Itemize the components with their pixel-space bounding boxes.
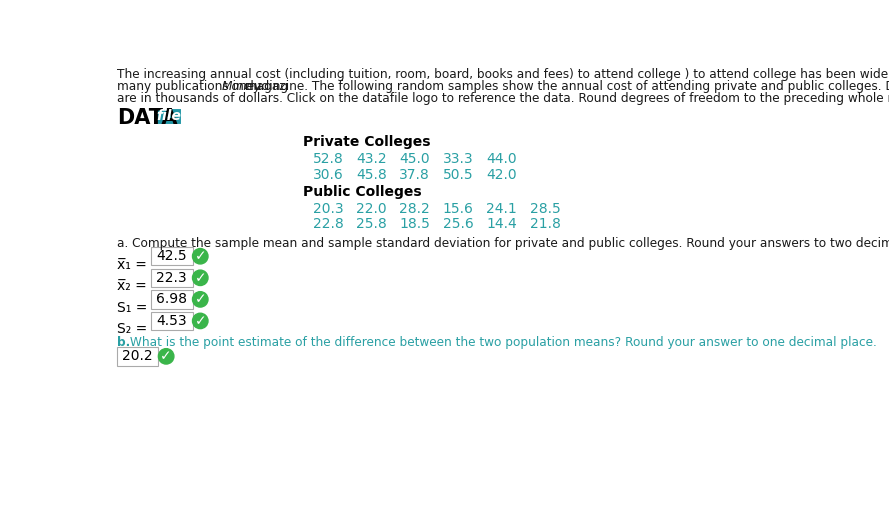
Text: DATA: DATA <box>117 108 178 127</box>
Circle shape <box>193 248 208 264</box>
Text: 42.5: 42.5 <box>156 249 187 263</box>
Text: Private Colleges: Private Colleges <box>303 135 431 150</box>
Text: ✓: ✓ <box>195 314 206 328</box>
Text: 25.6: 25.6 <box>443 217 474 231</box>
Text: ✓: ✓ <box>160 349 172 364</box>
Text: 50.5: 50.5 <box>443 168 474 182</box>
Text: 14.4: 14.4 <box>486 217 517 231</box>
Text: 4.53: 4.53 <box>156 314 187 328</box>
Text: 24.1: 24.1 <box>486 202 517 216</box>
Text: 25.8: 25.8 <box>356 217 387 231</box>
FancyBboxPatch shape <box>150 247 193 266</box>
Text: 43.2: 43.2 <box>356 152 387 166</box>
Circle shape <box>193 270 208 286</box>
Text: magazine. The following random samples show the annual cost of attending private: magazine. The following random samples s… <box>241 80 889 93</box>
Text: Public Colleges: Public Colleges <box>303 185 422 199</box>
Text: 22.3: 22.3 <box>156 271 187 285</box>
Text: 45.0: 45.0 <box>399 152 430 166</box>
Text: 22.8: 22.8 <box>313 217 343 231</box>
Text: ✓: ✓ <box>195 271 206 285</box>
Text: x̅₂ =: x̅₂ = <box>117 280 147 293</box>
Text: b.: b. <box>117 335 131 349</box>
Text: 45.8: 45.8 <box>356 168 387 182</box>
Text: 22.0: 22.0 <box>356 202 387 216</box>
Text: 21.8: 21.8 <box>530 217 560 231</box>
Text: 20.3: 20.3 <box>313 202 343 216</box>
FancyBboxPatch shape <box>116 347 158 366</box>
Text: are in thousands of dollars. Click on the datafile logo to reference the data. R: are in thousands of dollars. Click on th… <box>117 92 889 105</box>
Text: S₂ =: S₂ = <box>117 323 148 336</box>
FancyBboxPatch shape <box>150 290 193 309</box>
Text: 6.98: 6.98 <box>156 292 187 306</box>
Text: ✓: ✓ <box>195 292 206 306</box>
Circle shape <box>193 313 208 329</box>
FancyBboxPatch shape <box>155 108 182 124</box>
FancyBboxPatch shape <box>150 269 193 287</box>
Text: 20.2: 20.2 <box>122 349 153 364</box>
Text: Money: Money <box>222 80 262 93</box>
Text: 30.6: 30.6 <box>313 168 343 182</box>
Text: S₁ =: S₁ = <box>117 301 148 315</box>
Text: 37.8: 37.8 <box>399 168 430 182</box>
Text: 44.0: 44.0 <box>486 152 517 166</box>
Text: What is the point estimate of the difference between the two population means? R: What is the point estimate of the differ… <box>126 335 877 349</box>
Text: 15.6: 15.6 <box>443 202 474 216</box>
Text: 28.2: 28.2 <box>399 202 430 216</box>
Text: ✓: ✓ <box>195 249 206 263</box>
Circle shape <box>158 349 174 364</box>
Text: 33.3: 33.3 <box>443 152 474 166</box>
Text: 52.8: 52.8 <box>313 152 343 166</box>
FancyBboxPatch shape <box>150 312 193 330</box>
Text: many publications including: many publications including <box>117 80 292 93</box>
Text: 28.5: 28.5 <box>530 202 560 216</box>
Text: 18.5: 18.5 <box>399 217 430 231</box>
Text: x̅₁ =: x̅₁ = <box>117 258 148 272</box>
Text: The increasing annual cost (including tuition, room, board, books and fees) to a: The increasing annual cost (including tu… <box>117 68 889 80</box>
Text: a. Compute the sample mean and sample standard deviation for private and public : a. Compute the sample mean and sample st… <box>117 237 889 250</box>
Text: 42.0: 42.0 <box>486 168 517 182</box>
Text: file: file <box>156 109 181 123</box>
Circle shape <box>193 292 208 307</box>
